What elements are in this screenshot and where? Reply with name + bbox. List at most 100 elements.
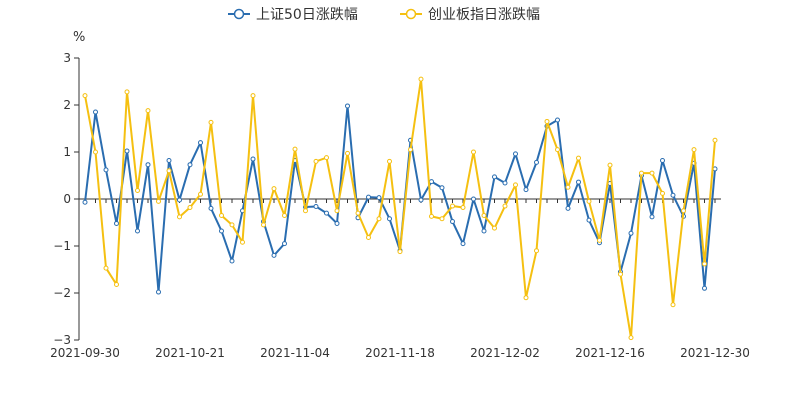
data-point[interactable] [219, 212, 224, 218]
data-point[interactable] [82, 93, 88, 99]
data-point[interactable] [670, 192, 676, 198]
data-point[interactable] [124, 148, 130, 154]
data-point[interactable] [187, 204, 193, 210]
data-point[interactable] [576, 155, 581, 161]
data-point[interactable] [114, 282, 119, 288]
data-point[interactable] [576, 179, 581, 185]
data-point[interactable] [345, 150, 350, 156]
data-point[interactable] [607, 162, 613, 168]
data-point[interactable] [597, 237, 602, 243]
data-point[interactable] [156, 289, 161, 295]
data-point[interactable] [229, 222, 235, 228]
data-point[interactable] [93, 149, 98, 155]
data-point[interactable] [429, 213, 434, 219]
data-point[interactable] [481, 212, 487, 218]
data-point[interactable] [82, 199, 88, 205]
data-point[interactable] [345, 103, 350, 109]
data-point[interactable] [387, 158, 392, 164]
data-point[interactable] [387, 216, 392, 222]
data-point[interactable] [103, 167, 109, 173]
data-point[interactable] [702, 261, 707, 267]
data-point[interactable] [702, 285, 707, 291]
data-point[interactable] [439, 185, 445, 191]
data-point[interactable] [313, 158, 319, 164]
data-point[interactable] [376, 216, 382, 222]
data-point[interactable] [481, 228, 487, 234]
data-point[interactable] [649, 214, 655, 220]
data-point[interactable] [324, 210, 329, 216]
data-point[interactable] [271, 186, 277, 192]
data-point[interactable] [523, 187, 529, 193]
data-point[interactable] [712, 137, 718, 143]
data-point[interactable] [492, 225, 497, 231]
data-point[interactable] [460, 204, 466, 210]
data-point[interactable] [124, 89, 130, 95]
data-point[interactable] [282, 241, 287, 247]
data-point[interactable] [471, 149, 476, 155]
data-point[interactable] [156, 198, 161, 204]
data-point[interactable] [103, 265, 109, 271]
data-point[interactable] [513, 151, 518, 157]
data-point[interactable] [460, 241, 466, 247]
data-point[interactable] [355, 210, 361, 216]
data-point[interactable] [93, 109, 98, 115]
data-point[interactable] [208, 119, 214, 125]
data-point[interactable] [628, 230, 634, 236]
data-point[interactable] [649, 170, 655, 176]
data-point[interactable] [198, 191, 203, 197]
data-point[interactable] [187, 162, 193, 168]
data-point[interactable] [555, 117, 560, 123]
data-point[interactable] [450, 219, 455, 225]
data-point[interactable] [135, 228, 140, 234]
legend-item-shangzheng50[interactable]: 上证50日涨跌幅 [228, 7, 358, 23]
data-point[interactable] [618, 271, 623, 277]
data-point[interactable] [145, 162, 151, 168]
data-point[interactable] [177, 214, 182, 220]
data-point[interactable] [177, 197, 182, 203]
data-point[interactable] [523, 295, 529, 301]
data-point[interactable] [219, 228, 224, 234]
data-point[interactable] [166, 157, 172, 163]
data-point[interactable] [565, 184, 571, 190]
data-point[interactable] [429, 179, 434, 185]
data-point[interactable] [397, 249, 403, 255]
data-point[interactable] [418, 76, 424, 82]
data-point[interactable] [439, 216, 445, 222]
data-point[interactable] [544, 118, 550, 124]
data-point[interactable] [240, 239, 245, 245]
data-point[interactable] [513, 182, 518, 188]
data-point[interactable] [534, 159, 539, 165]
data-point[interactable] [229, 258, 235, 264]
data-point[interactable] [292, 146, 298, 152]
data-point[interactable] [303, 208, 308, 214]
data-point[interactable] [408, 147, 413, 153]
data-point[interactable] [418, 197, 424, 203]
data-point[interactable] [135, 188, 140, 194]
data-point[interactable] [334, 220, 340, 226]
data-point[interactable] [670, 302, 676, 308]
data-point[interactable] [586, 217, 592, 223]
data-point[interactable] [555, 147, 560, 153]
data-point[interactable] [114, 220, 119, 226]
data-point[interactable] [271, 252, 277, 258]
data-point[interactable] [660, 157, 665, 163]
data-point[interactable] [565, 205, 571, 211]
data-point[interactable] [586, 198, 592, 204]
legend-item-chuangyeban[interactable]: 创业板指日涨跌幅 [400, 7, 540, 23]
data-point[interactable] [208, 205, 214, 211]
data-point[interactable] [660, 190, 665, 196]
data-point[interactable] [313, 204, 319, 210]
data-point[interactable] [534, 248, 539, 254]
data-point[interactable] [261, 222, 266, 228]
data-point[interactable] [334, 208, 340, 214]
data-point[interactable] [502, 203, 508, 209]
data-point[interactable] [166, 168, 172, 174]
data-point[interactable] [691, 147, 697, 153]
data-point[interactable] [324, 155, 329, 161]
data-point[interactable] [492, 174, 497, 180]
data-point[interactable] [376, 195, 382, 201]
data-point[interactable] [639, 170, 644, 176]
data-point[interactable] [628, 335, 634, 341]
data-point[interactable] [250, 93, 256, 99]
data-point[interactable] [366, 194, 371, 200]
